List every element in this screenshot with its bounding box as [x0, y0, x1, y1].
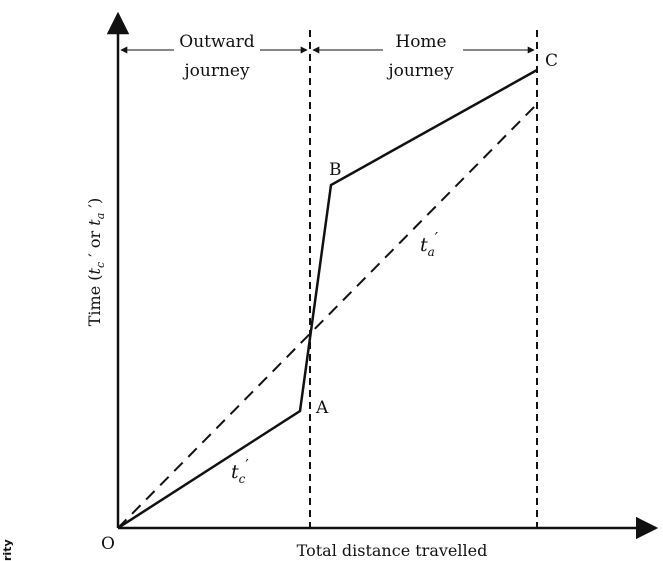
outward-label-line2: journey [182, 61, 250, 81]
x-axis-label: Total distance travelled [297, 541, 488, 560]
home-label-line1: Home [395, 32, 446, 52]
y-axis-label: Time (tc ′ or ta ′) [85, 198, 107, 327]
side-text: rity [1, 539, 14, 561]
tc-prime-label: tc′ [231, 456, 249, 486]
ta-prime-label: ta′ [420, 229, 439, 259]
point-label-c: C [545, 51, 558, 71]
tc-prime-path [117, 68, 538, 530]
point-label-a: A [315, 398, 329, 418]
point-label-o: O [101, 534, 115, 554]
ta-prime-line [117, 103, 538, 529]
home-label-line2: journey [386, 61, 454, 81]
point-label-b: B [329, 160, 342, 180]
outward-label-line1: Outward [179, 32, 255, 52]
